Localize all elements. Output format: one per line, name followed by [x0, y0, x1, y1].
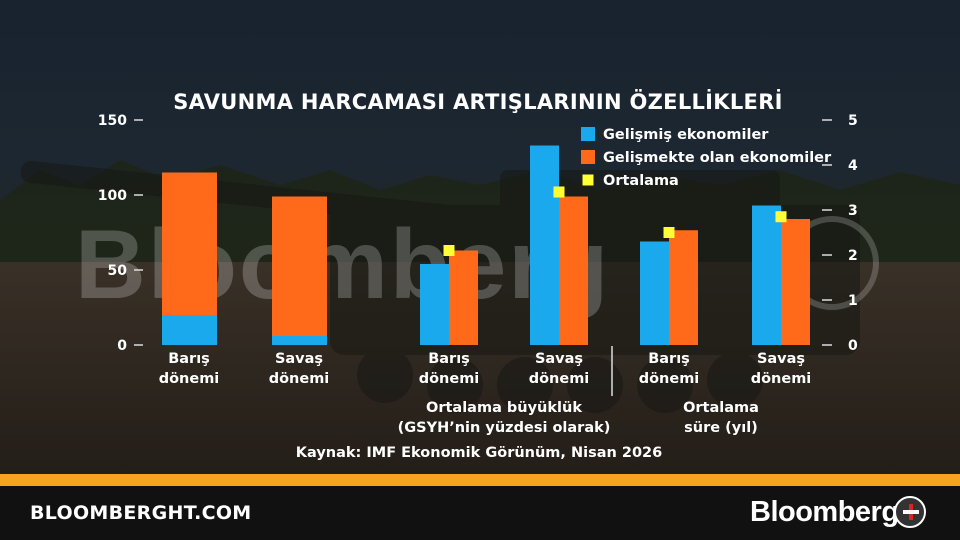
- site-link[interactable]: BLOOMBERGHT.COM: [30, 502, 252, 524]
- average-marker: [775, 211, 787, 223]
- brand-logo: Bloomberg: [750, 496, 899, 528]
- seal-icon: [894, 496, 926, 528]
- bar-emerging: [162, 172, 217, 315]
- legend-swatch: [582, 174, 594, 186]
- right-tick-label: 4: [848, 158, 858, 174]
- bar-advanced: [530, 145, 559, 345]
- footer-stripe: [0, 474, 960, 486]
- bar-advanced: [752, 205, 781, 345]
- legend-label: Ortalama: [603, 173, 679, 189]
- left-tick-label: 150: [98, 113, 127, 129]
- panel-label: Ortalama büyüklük: [426, 400, 582, 416]
- category-label: Barış: [168, 351, 210, 367]
- right-tick-label: 2: [848, 248, 858, 264]
- category-label: dönemi: [419, 371, 480, 387]
- left-tick-label: 50: [108, 263, 128, 279]
- chart-title: SAVUNMA HARCAMASI ARTIŞLARININ ÖZELLİKLE…: [173, 89, 783, 114]
- right-axis: 5 4 3 2 1 0: [822, 113, 858, 354]
- category-label: Savaş: [535, 351, 583, 367]
- panel-labels: Ortalama büyüklük (GSYH’nin yüzdesi olara…: [398, 400, 759, 436]
- category-label: dönemi: [639, 371, 700, 387]
- average-marker: [443, 245, 455, 256]
- category-label: Savaş: [757, 351, 805, 367]
- left-tick-label: 100: [98, 188, 127, 204]
- category-label: Barış: [648, 351, 690, 367]
- footer: BLOOMBERGHT.COM Bloomberg: [0, 474, 960, 540]
- category-label: dönemi: [751, 371, 812, 387]
- right-tick-label: 5: [848, 113, 858, 129]
- legend-label: Gelişmiş ekonomiler: [603, 127, 769, 143]
- category-labels: Barış dönemi Savaş dönemi Barış dönemi Savaş dö…: [159, 351, 812, 387]
- bar-emerging: [272, 196, 327, 336]
- bar-advanced: [162, 315, 217, 345]
- average-marker: [553, 186, 565, 198]
- panel-label: süre (yıl): [684, 420, 758, 436]
- panel-label: (GSYH’nin yüzdesi olarak): [398, 420, 611, 436]
- source-note: Kaynak: IMF Ekonomik Görünüm, Nisan 2026: [296, 445, 662, 461]
- panel-label: Ortalama: [683, 400, 759, 416]
- bar-advanced: [272, 336, 327, 345]
- chart: Bloomberg SAVUNMA HARCAMASI ARTIŞLARININ…: [75, 89, 879, 461]
- category-label: Savaş: [275, 351, 323, 367]
- bar-emerging: [781, 219, 810, 345]
- category-label: dönemi: [529, 371, 590, 387]
- bar-emerging: [669, 230, 698, 345]
- right-tick-label: 0: [848, 338, 858, 354]
- legend-swatch: [581, 150, 595, 164]
- bars: [162, 145, 810, 345]
- right-tick-label: 3: [848, 203, 858, 219]
- bar-advanced: [420, 264, 449, 345]
- legend: Gelişmiş ekonomiler Gelişmekte olan ekono…: [581, 127, 832, 189]
- left-axis: 150 100 50 0: [98, 113, 143, 354]
- category-label: dönemi: [269, 371, 330, 387]
- bar-emerging: [449, 250, 478, 345]
- bar-advanced: [640, 241, 669, 345]
- category-label: Barış: [428, 351, 470, 367]
- category-label: dönemi: [159, 371, 220, 387]
- legend-swatch: [581, 127, 595, 141]
- right-tick-label: 1: [848, 293, 858, 309]
- bar-emerging: [559, 196, 588, 345]
- legend-label: Gelişmekte olan ekonomiler: [603, 150, 832, 166]
- average-marker: [663, 227, 675, 238]
- watermark: Bloomberg: [75, 209, 610, 319]
- left-tick-label: 0: [117, 338, 127, 354]
